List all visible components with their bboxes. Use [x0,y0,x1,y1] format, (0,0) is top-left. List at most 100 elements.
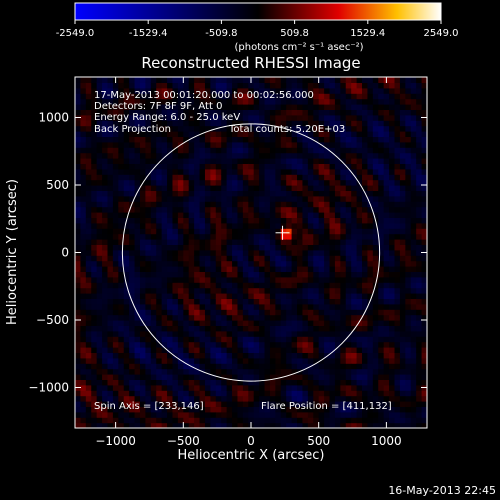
image-pixel [232,352,239,359]
image-pixel [204,109,211,116]
image-pixel [372,260,379,267]
image-pixel [85,406,92,413]
image-pixel [150,201,157,208]
image-pixel [405,152,412,159]
image-pixel [264,298,271,305]
image-pixel [399,282,406,289]
image-pixel [372,417,379,424]
image-pixel [399,298,406,305]
image-pixel [237,152,244,159]
image-pixel [85,104,92,110]
image-pixel [351,384,358,391]
image-pixel [399,131,406,137]
image-pixel [232,179,239,186]
image-pixel [410,109,417,116]
image-pixel [167,87,174,94]
image-pixel [161,379,168,386]
image-pixel [264,330,271,337]
image-pixel [145,190,152,197]
image-pixel [378,309,385,316]
image-pixel [145,379,152,386]
image-pixel [302,179,309,186]
image-pixel [177,168,184,175]
image-pixel [85,314,92,321]
image-pixel [156,260,163,267]
image-pixel [107,374,114,380]
image-pixel [269,201,276,208]
image-pixel [362,147,369,154]
image-pixel [156,239,163,245]
image-pixel [156,266,163,272]
image-pixel [226,206,233,213]
image-pixel [421,298,427,305]
image-pixel [139,168,146,175]
image-pixel [399,309,406,316]
image-pixel [421,158,427,164]
image-pixel [318,276,325,283]
image-pixel [324,276,331,283]
image-pixel [302,374,309,380]
image-pixel [340,233,347,240]
image-pixel [242,136,249,143]
image-pixel [351,347,358,353]
image-pixel [405,422,412,428]
image-pixel [107,363,114,370]
image-pixel [356,352,363,359]
image-pixel [139,114,146,121]
image-pixel [329,206,336,213]
image-pixel [134,422,141,428]
image-pixel [264,266,271,272]
image-pixel [367,422,374,428]
image-pixel [156,406,163,413]
image-pixel [242,141,249,148]
image-pixel [405,390,412,397]
image-pixel [394,212,401,218]
image-pixel [389,320,396,326]
image-pixel [318,206,325,213]
image-pixel [356,179,363,186]
image-pixel [286,363,293,370]
image-pixel [102,336,109,343]
image-pixel [318,125,325,132]
image-pixel [351,152,358,159]
image-pixel [129,266,136,272]
image-pixel [378,336,385,343]
image-pixel [112,379,119,386]
image-pixel [221,147,228,154]
image-pixel [264,401,271,407]
image-pixel [264,271,271,278]
image-pixel [286,406,293,413]
image-pixel [80,401,87,407]
image-pixel [188,131,195,137]
image-pixel [291,190,298,197]
image-pixel [313,352,320,359]
image-pixel [232,379,239,386]
image-pixel [389,98,396,105]
image-pixel [297,222,304,229]
image-pixel [253,379,260,386]
image-pixel [399,266,406,272]
image-pixel [318,120,325,127]
image-pixel [280,109,287,116]
image-pixel [145,276,152,283]
image-pixel [362,282,369,289]
image-pixel [351,174,358,181]
image-pixel [356,163,363,170]
image-pixel [102,282,109,289]
image-pixel [286,374,293,380]
image-pixel [416,303,423,310]
image-pixel [389,104,396,110]
image-pixel [226,401,233,407]
image-pixel [340,152,347,159]
image-pixel [156,93,163,100]
image-pixel [156,309,163,316]
image-pixel [118,368,125,375]
image-pixel [399,233,406,240]
image-pixel [232,141,239,148]
image-pixel [145,411,152,418]
image-pixel [421,390,427,397]
image-pixel [394,104,401,110]
image-pixel [356,374,363,380]
image-pixel [85,136,92,143]
image-pixel [232,395,239,402]
